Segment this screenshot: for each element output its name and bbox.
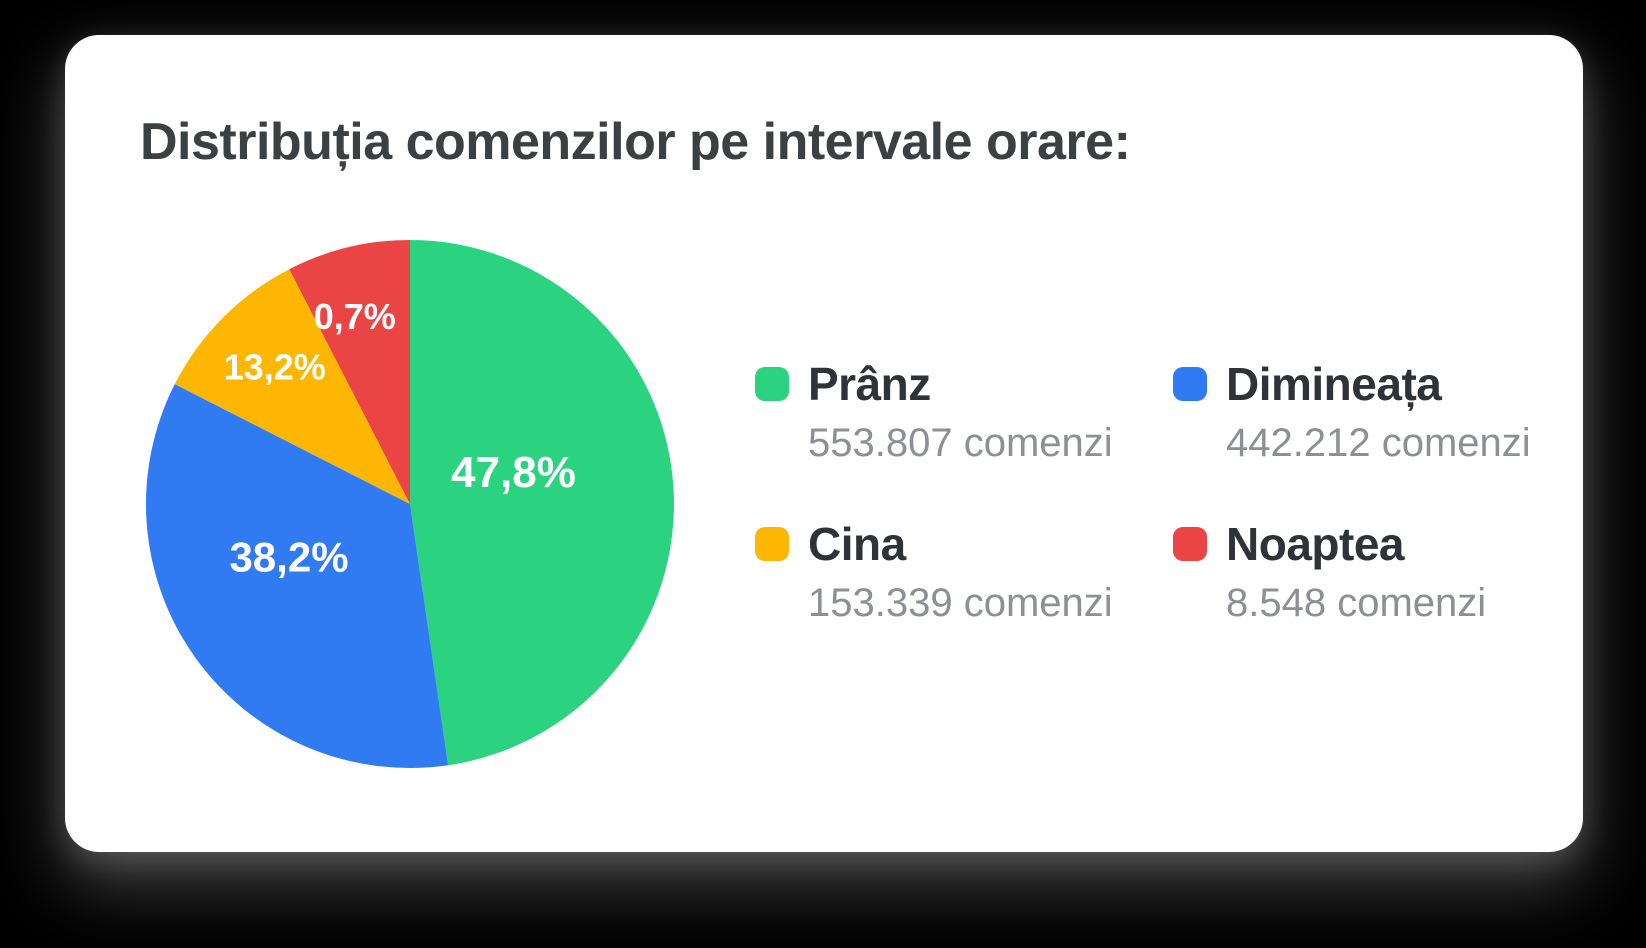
pie-chart: 47,8% 38,2% 13,2% 0,7%	[146, 240, 674, 768]
legend-swatch-pranz	[755, 367, 789, 402]
pie-slice-pranz[interactable]	[410, 240, 674, 766]
legend-item-pranz[interactable]: Prânz 553.807 comenzi	[755, 358, 1173, 466]
pie-svg: 47,8% 38,2% 13,2% 0,7%	[146, 240, 674, 768]
legend-head: Noaptea	[1173, 518, 1633, 571]
legend-item-noaptea[interactable]: Noaptea 8.548 comenzi	[1173, 518, 1633, 626]
legend-swatch-dimineata	[1173, 367, 1207, 402]
pie-slice-dimineata[interactable]	[146, 384, 449, 768]
legend-head: Prânz	[755, 358, 1173, 411]
pie-percent-label-dimineata: 38,2%	[229, 533, 348, 580]
chart-legend: Prânz 553.807 comenzi Dimineața 442.212 …	[755, 358, 1633, 626]
legend-label-noaptea: Noaptea	[1226, 517, 1404, 570]
legend-item-cina[interactable]: Cina 153.339 comenzi	[755, 518, 1173, 626]
legend-label-pranz: Prânz	[808, 358, 931, 410]
pie-percent-label-pranz: 47,8%	[451, 448, 576, 497]
legend-count-noaptea: 8.548 comenzi	[1226, 580, 1487, 625]
legend-count-pranz: 553.807 comenzi	[808, 420, 1113, 465]
chart-card: Distribuția comenzilor pe intervale orar…	[65, 35, 1583, 852]
legend-count-dimineata: 442.212 comenzi	[1226, 420, 1531, 465]
pie-percent-label-cina: 13,2%	[224, 346, 326, 387]
legend-label-cina: Cina	[808, 517, 906, 570]
pie-slice-cina[interactable]	[174, 269, 410, 504]
legend-item-dimineata[interactable]: Dimineața 442.212 comenzi	[1173, 358, 1633, 466]
legend-head: Cina	[755, 518, 1173, 571]
legend-count-cina: 153.339 comenzi	[808, 580, 1113, 625]
pie-slice-noaptea[interactable]	[289, 240, 410, 504]
pie-percent-label-noaptea: 0,7%	[314, 296, 396, 337]
chart-title: Distribuția comenzilor pe intervale orar…	[140, 113, 1131, 171]
legend-head: Dimineața	[1173, 358, 1633, 411]
legend-swatch-noaptea	[1173, 527, 1207, 562]
legend-swatch-cina	[755, 527, 789, 562]
legend-label-dimineata: Dimineața	[1226, 358, 1442, 410]
